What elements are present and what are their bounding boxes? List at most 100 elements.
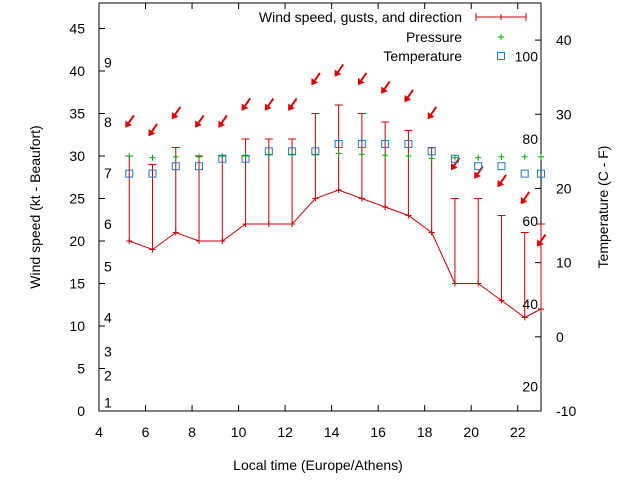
y-tick-label: 35 <box>69 106 85 122</box>
pressure-point <box>149 154 156 161</box>
wind-direction-arrow <box>536 233 547 247</box>
wind-speed-point <box>126 238 133 244</box>
arrow-head <box>288 103 295 111</box>
gust-errorbar <box>404 130 413 216</box>
y2-axis-label: Temperature (C - F) <box>595 146 611 269</box>
arrow-head <box>334 69 342 77</box>
wind-speed-point <box>242 221 249 227</box>
gust-errorbar <box>148 164 157 250</box>
arrow-head <box>218 120 225 128</box>
gust-errorbar <box>474 198 483 284</box>
arrow-head <box>264 103 272 111</box>
pressure-point <box>475 154 482 161</box>
wind-speed-point <box>335 187 342 193</box>
arrow-head <box>520 197 528 205</box>
beaufort-tick-label: 6 <box>104 216 112 232</box>
beaufort-tick-label: 3 <box>104 344 112 360</box>
legend-label: Temperature <box>383 48 462 64</box>
wind-speed-point <box>312 195 319 202</box>
pressure-point <box>265 151 272 158</box>
beaufort-tick-label: 7 <box>104 165 112 181</box>
arrow-head <box>427 112 435 120</box>
wind-direction-arrow <box>241 97 251 111</box>
wind-speed-point <box>405 212 412 219</box>
gust-errorbar <box>241 138 250 224</box>
arrow-head <box>311 78 319 86</box>
arrow-shaft <box>383 80 391 91</box>
y-tick-label: 45 <box>69 21 85 37</box>
temperature-point <box>520 169 529 178</box>
wind-direction-arrow <box>334 63 345 77</box>
plot-frame <box>98 2 542 412</box>
y-tick-label: 5 <box>77 361 85 377</box>
pressure-point <box>242 153 249 159</box>
pressure-point <box>405 153 412 159</box>
fahrenheit-tick-label: 80 <box>522 131 538 147</box>
pressure-point <box>358 151 365 158</box>
fahrenheit-tick-label: 20 <box>522 379 538 395</box>
temperature-point <box>195 162 204 171</box>
y2-tick-label: -10 <box>556 403 576 419</box>
temperature-point <box>171 162 180 171</box>
beaufort-tick-label: 5 <box>104 259 112 275</box>
wind-direction-arrow <box>520 191 531 205</box>
legend-label: Wind speed, gusts, and direction <box>259 9 462 25</box>
pressure-point <box>126 153 133 159</box>
arrow-shaft <box>150 123 158 133</box>
x-tick-label: 14 <box>324 424 340 440</box>
y-tick-label: 25 <box>69 191 85 207</box>
wind-direction-arrow <box>474 165 484 179</box>
arrow-head <box>357 78 365 86</box>
wind-direction-arrow <box>357 72 368 86</box>
wind-speed-point <box>219 238 226 244</box>
temperature-point <box>537 169 545 178</box>
temperature-point <box>264 147 273 156</box>
wind-direction-arrow <box>404 89 414 103</box>
legend-sample-pressure <box>498 34 504 40</box>
wind-direction-arrow <box>288 97 298 111</box>
pressure-point <box>521 153 528 160</box>
pressure-point <box>219 153 226 159</box>
arrow-head <box>536 239 544 247</box>
temperature-point <box>218 154 227 163</box>
temperature-point <box>125 169 134 178</box>
gust-errorbar <box>125 155 134 241</box>
arrow-shaft <box>173 106 182 116</box>
x-axis-label: Local time (Europe/Athens) <box>233 457 403 473</box>
pressure-point <box>172 153 179 160</box>
temperature-point <box>311 147 320 156</box>
pressure-point <box>382 152 389 159</box>
fahrenheit-tick-label: 60 <box>522 213 538 229</box>
arrow-head <box>171 112 179 120</box>
wind-direction-arrow <box>264 97 275 111</box>
temperature-point <box>427 147 436 156</box>
wind-direction-arrow <box>497 174 507 188</box>
wind-direction-arrow <box>311 72 321 86</box>
y2-tick-label: 40 <box>556 32 572 48</box>
wind-speed-line <box>129 189 542 319</box>
beaufort-tick-label: 1 <box>104 395 112 411</box>
y-tick-label: 20 <box>69 233 85 249</box>
y-tick-label: 15 <box>69 276 85 292</box>
x-tick-label: 12 <box>277 424 293 440</box>
gust-errorbar <box>218 155 227 241</box>
x-tick-label: 22 <box>510 424 526 440</box>
y-tick-label: 30 <box>69 148 85 164</box>
temperature-point <box>148 169 157 178</box>
arrow-shaft <box>359 72 368 82</box>
y-tick-label: 10 <box>69 318 85 334</box>
temperature-point <box>288 147 297 156</box>
legend: Wind speed, gusts, and direction Pressure… <box>259 9 527 64</box>
y-tick-label: 0 <box>77 403 85 419</box>
arrow-shaft <box>197 114 205 125</box>
legend-sample-temperature <box>497 52 505 60</box>
arrow-head <box>474 171 481 179</box>
wind-speed-point <box>521 314 528 321</box>
pressure-point <box>498 153 505 160</box>
y2-tick-label: 20 <box>556 180 572 196</box>
arrow-shaft <box>290 97 298 108</box>
wind-direction-arrow <box>148 123 158 137</box>
pressure-point <box>289 151 296 158</box>
arrow-head <box>381 86 388 94</box>
